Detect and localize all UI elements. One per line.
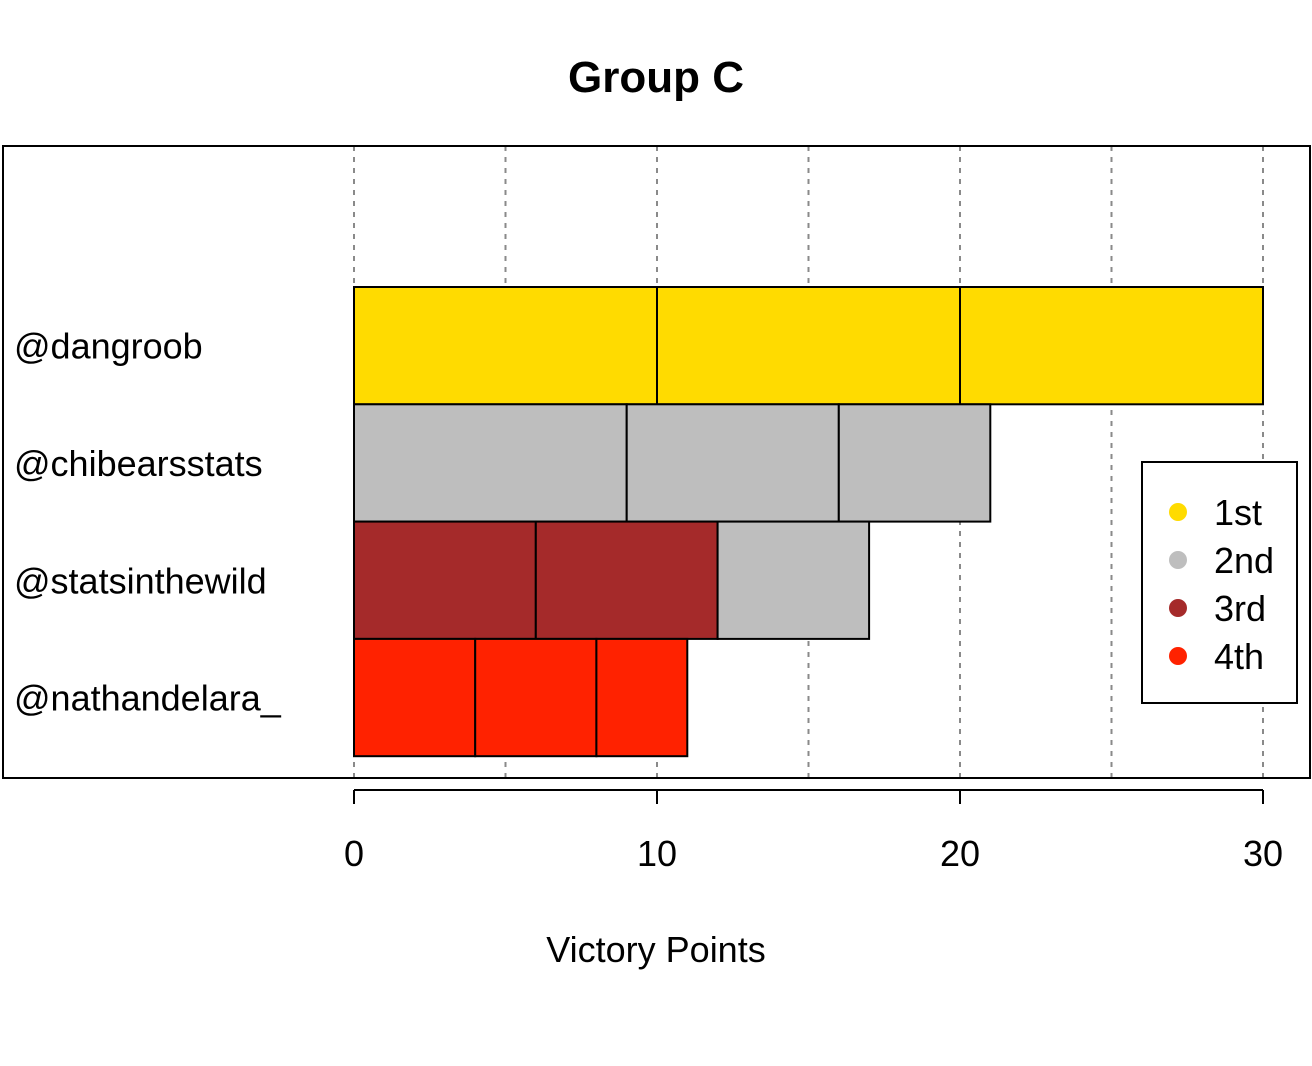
x-tick-label: 30 bbox=[1243, 833, 1283, 874]
bar-segment bbox=[353, 286, 658, 406]
legend-marker bbox=[1169, 551, 1187, 569]
x-tick-label: 0 bbox=[344, 833, 364, 874]
bar-segment bbox=[534, 520, 719, 640]
y-tick-label: @chibearsstats bbox=[14, 443, 263, 484]
y-tick-label: @nathandelara_ bbox=[14, 678, 282, 719]
bar-segment bbox=[474, 637, 598, 758]
bars bbox=[353, 286, 1264, 758]
bar-segment bbox=[837, 403, 992, 523]
bar-segment bbox=[656, 286, 961, 406]
chart-title: Group C bbox=[568, 53, 744, 102]
bar-segment bbox=[353, 403, 628, 523]
bar-segment bbox=[716, 520, 871, 640]
x-tick-label: 20 bbox=[940, 833, 980, 874]
x-axis-label: Victory Points bbox=[546, 929, 765, 970]
y-axis-labels: @dangroob @chibearsstats @statsinthewild @n… bbox=[14, 326, 282, 719]
bar-segment bbox=[353, 637, 477, 758]
legend-label: 4th bbox=[1214, 636, 1264, 677]
legend-label: 1st bbox=[1214, 492, 1262, 533]
legend-label: 3rd bbox=[1214, 588, 1266, 629]
legend-label: 2nd bbox=[1214, 540, 1274, 581]
legend-marker bbox=[1169, 599, 1187, 617]
x-axis: 0 10 20 30 bbox=[344, 789, 1283, 874]
legend: 1st 2nd 3rd 4th bbox=[1141, 461, 1298, 704]
bar-segment bbox=[595, 637, 689, 758]
legend-box bbox=[1141, 461, 1298, 704]
legend-marker bbox=[1169, 647, 1187, 665]
y-tick-label: @dangroob bbox=[14, 326, 203, 367]
bar-segment bbox=[353, 520, 537, 640]
bar-segment bbox=[959, 286, 1264, 406]
legend-marker bbox=[1169, 503, 1187, 521]
bar-segment bbox=[625, 403, 840, 523]
plot-frame bbox=[2, 145, 1311, 779]
y-tick-label: @statsinthewild bbox=[14, 560, 267, 601]
x-tick-label: 10 bbox=[637, 833, 677, 874]
